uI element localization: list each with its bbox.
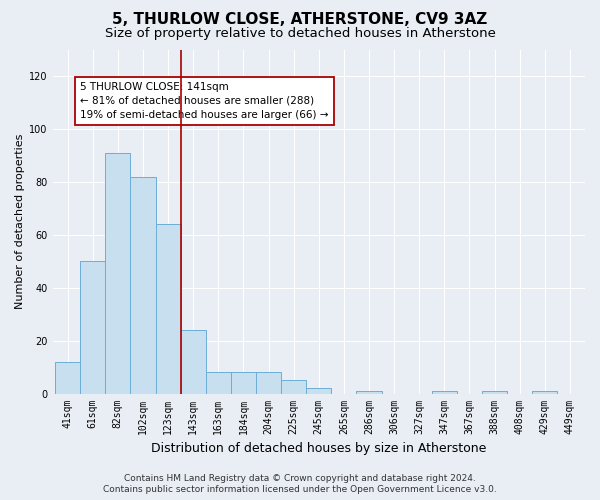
Bar: [356, 391, 382, 394]
Bar: [181, 330, 206, 394]
Bar: [306, 388, 331, 394]
Bar: [256, 372, 281, 394]
Y-axis label: Number of detached properties: Number of detached properties: [15, 134, 25, 310]
Bar: [130, 177, 155, 394]
Bar: [482, 391, 507, 394]
Bar: [281, 380, 306, 394]
Bar: [80, 262, 105, 394]
Bar: [105, 153, 130, 394]
Text: Contains HM Land Registry data © Crown copyright and database right 2024.
Contai: Contains HM Land Registry data © Crown c…: [103, 474, 497, 494]
Bar: [432, 391, 457, 394]
Bar: [155, 224, 181, 394]
Bar: [55, 362, 80, 394]
Text: 5, THURLOW CLOSE, ATHERSTONE, CV9 3AZ: 5, THURLOW CLOSE, ATHERSTONE, CV9 3AZ: [112, 12, 488, 28]
Text: Size of property relative to detached houses in Atherstone: Size of property relative to detached ho…: [104, 28, 496, 40]
Bar: [231, 372, 256, 394]
Text: 5 THURLOW CLOSE: 141sqm
← 81% of detached houses are smaller (288)
19% of semi-d: 5 THURLOW CLOSE: 141sqm ← 81% of detache…: [80, 82, 329, 120]
X-axis label: Distribution of detached houses by size in Atherstone: Distribution of detached houses by size …: [151, 442, 487, 455]
Bar: [532, 391, 557, 394]
Bar: [206, 372, 231, 394]
